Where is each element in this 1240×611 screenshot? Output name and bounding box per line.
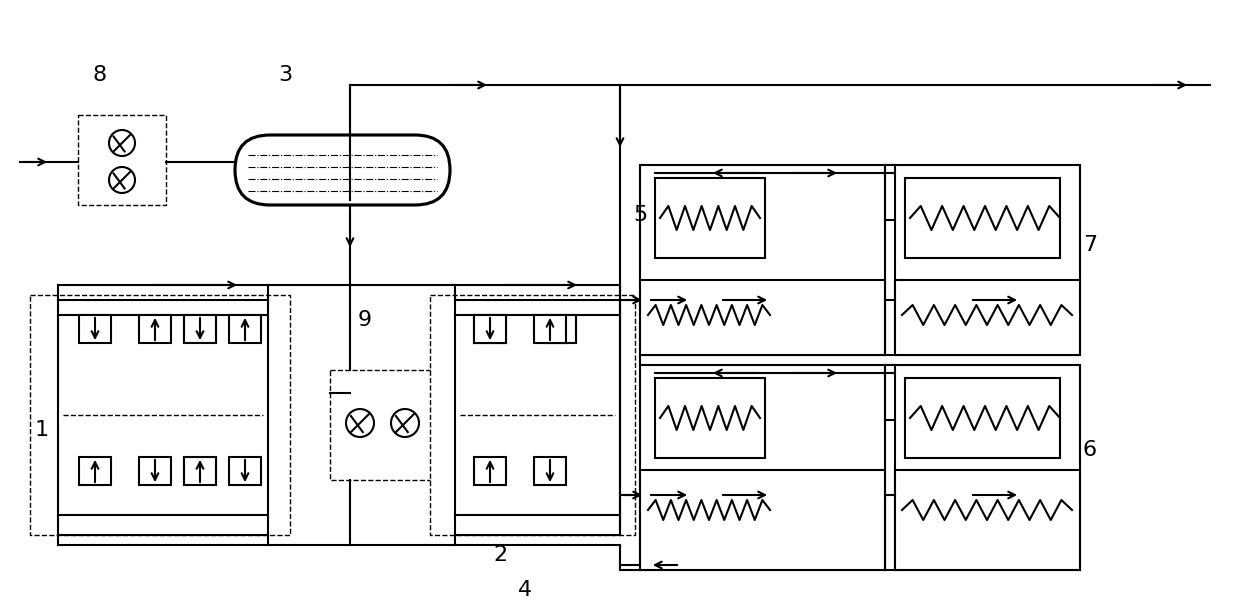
Text: 4: 4: [518, 580, 532, 600]
Text: 5: 5: [632, 205, 647, 225]
Bar: [430, 295, 635, 535]
Bar: [474, 315, 506, 343]
Bar: [229, 315, 260, 343]
Bar: [474, 315, 506, 343]
Text: 3: 3: [278, 65, 293, 85]
Bar: [640, 365, 885, 570]
Text: 2: 2: [494, 545, 507, 565]
Bar: [30, 295, 290, 535]
Bar: [455, 315, 620, 515]
Bar: [139, 315, 171, 343]
Text: 7: 7: [1083, 235, 1097, 255]
Bar: [895, 280, 1080, 355]
Bar: [655, 178, 765, 258]
Bar: [229, 457, 260, 485]
Text: 1: 1: [35, 420, 50, 440]
Bar: [640, 280, 885, 355]
Bar: [655, 378, 765, 458]
Bar: [895, 470, 1080, 570]
Bar: [58, 315, 268, 515]
Bar: [330, 370, 440, 480]
Bar: [534, 315, 565, 343]
Bar: [640, 470, 885, 570]
Bar: [905, 178, 1060, 258]
Bar: [544, 315, 577, 343]
Bar: [474, 457, 506, 485]
Bar: [640, 165, 885, 355]
FancyBboxPatch shape: [236, 135, 450, 205]
Bar: [184, 457, 216, 485]
Bar: [905, 378, 1060, 458]
Bar: [139, 457, 171, 485]
Bar: [895, 165, 1080, 355]
Bar: [184, 315, 216, 343]
Text: 9: 9: [358, 310, 372, 330]
Bar: [895, 365, 1080, 570]
Text: 6: 6: [1083, 440, 1097, 460]
Bar: [79, 457, 112, 485]
Bar: [78, 115, 166, 205]
Text: 8: 8: [93, 65, 107, 85]
Bar: [534, 457, 565, 485]
Bar: [79, 315, 112, 343]
